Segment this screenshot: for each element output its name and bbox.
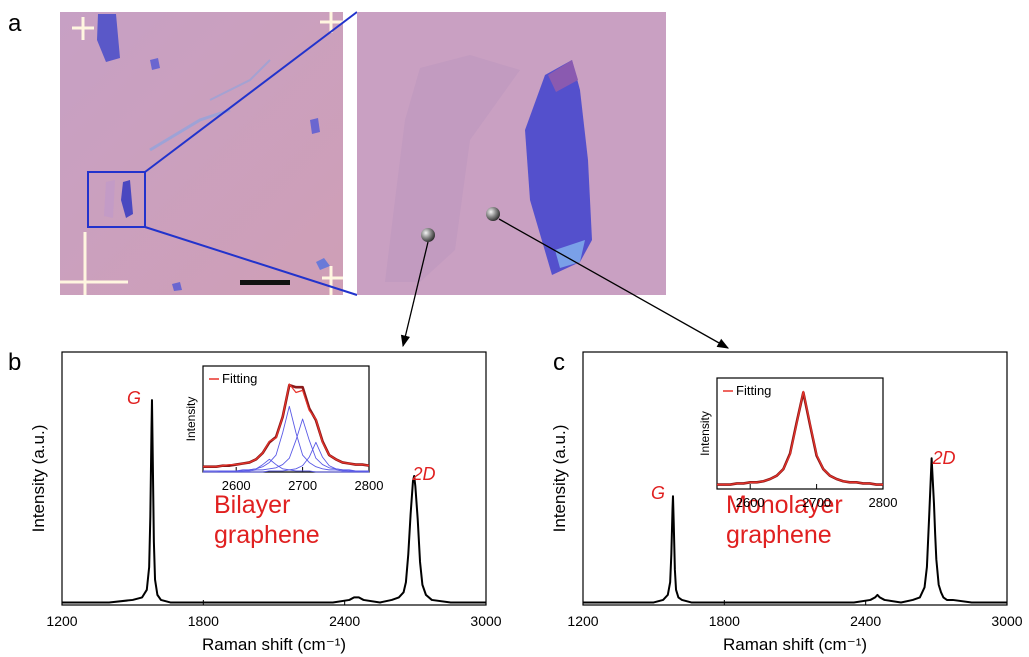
spectrum-line xyxy=(203,441,370,473)
y-axis-label: Intensity xyxy=(698,411,712,456)
x-axis-label: Raman shift (cm⁻¹) xyxy=(723,635,867,654)
x-tick-label: 1200 xyxy=(46,613,77,629)
panel-label: a xyxy=(8,10,22,37)
peak-label: G xyxy=(651,483,665,503)
x-axis-label: Raman shift (cm⁻¹) xyxy=(202,635,346,654)
annotation-text: Bilayer graphene xyxy=(214,491,320,549)
legend-label: Fitting xyxy=(222,371,257,386)
x-tick-label: 1200 xyxy=(567,613,598,629)
x-tick-label: 2600 xyxy=(222,478,251,493)
spectrum-line xyxy=(203,383,370,468)
x-tick-label: 1800 xyxy=(709,613,740,629)
peak-label: 2D xyxy=(411,464,435,484)
y-axis-label: Intensity (a.u.) xyxy=(550,425,569,533)
x-tick-label: 3000 xyxy=(470,613,501,629)
micrograph xyxy=(60,11,730,349)
spectrum-line xyxy=(583,457,1007,604)
y-axis-label: Intensity xyxy=(184,397,198,442)
legend-label: Fitting xyxy=(736,383,771,398)
x-tick-label: 2800 xyxy=(869,495,898,510)
panel-label: b xyxy=(8,349,21,376)
spectrum-line xyxy=(717,390,883,486)
y-axis-label: Intensity (a.u.) xyxy=(29,425,48,533)
plot-frame xyxy=(716,377,884,490)
x-tick-label: 3000 xyxy=(991,613,1022,629)
annotation: Monolayer graphene xyxy=(726,491,843,549)
x-tick-label: 2400 xyxy=(850,613,881,629)
x-tick-label: 2700 xyxy=(288,478,317,493)
x-tick-label: 1800 xyxy=(188,613,219,629)
annotation: Bilayer graphene xyxy=(214,491,320,549)
peak-label: G xyxy=(127,388,141,408)
panel-label: c xyxy=(553,349,565,376)
x-tick-label: 2700 xyxy=(802,495,831,510)
x-tick-label: 2400 xyxy=(329,613,360,629)
x-tick-label: 2800 xyxy=(355,478,384,493)
x-tick-label: 2600 xyxy=(736,495,765,510)
spectrum-line xyxy=(62,399,486,604)
peak-label: 2D xyxy=(931,448,955,468)
annotation-text: Monolayer graphene xyxy=(726,491,843,549)
